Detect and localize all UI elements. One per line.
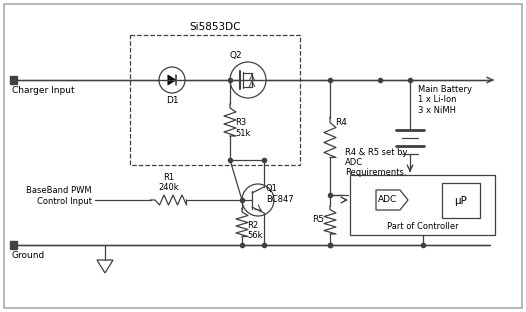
Bar [10, 76, 17, 84]
Text: R3
51k: R3 51k [235, 118, 250, 138]
Text: BaseBand PWM
Control Input: BaseBand PWM Control Input [26, 186, 92, 206]
Text: R2
56k: R2 56k [247, 221, 262, 240]
Text: R4 & R5 set by
ADC
Requirements.: R4 & R5 set by ADC Requirements. [345, 148, 408, 178]
Text: Q2: Q2 [230, 51, 242, 60]
Text: ADC: ADC [378, 196, 398, 204]
Bar [442, 183, 480, 218]
Text: μP: μP [454, 196, 468, 206]
Bar [350, 175, 495, 235]
Text: Ground: Ground [12, 251, 45, 260]
Text: R1
240k: R1 240k [158, 173, 179, 192]
Text: D1: D1 [166, 96, 178, 105]
Bar [130, 35, 300, 165]
Text: R4: R4 [335, 118, 347, 127]
Polygon shape [168, 75, 176, 85]
Text: Si5853DC: Si5853DC [189, 22, 241, 32]
Text: R5: R5 [312, 216, 324, 225]
Text: Q1
BC847: Q1 BC847 [266, 184, 294, 204]
Text: Part of Controller: Part of Controller [387, 222, 458, 231]
Text: Main Battery
1 x Li-Ion
3 x NiMH: Main Battery 1 x Li-Ion 3 x NiMH [418, 85, 472, 115]
Text: Charger Input: Charger Input [12, 86, 75, 95]
Bar [10, 241, 17, 249]
